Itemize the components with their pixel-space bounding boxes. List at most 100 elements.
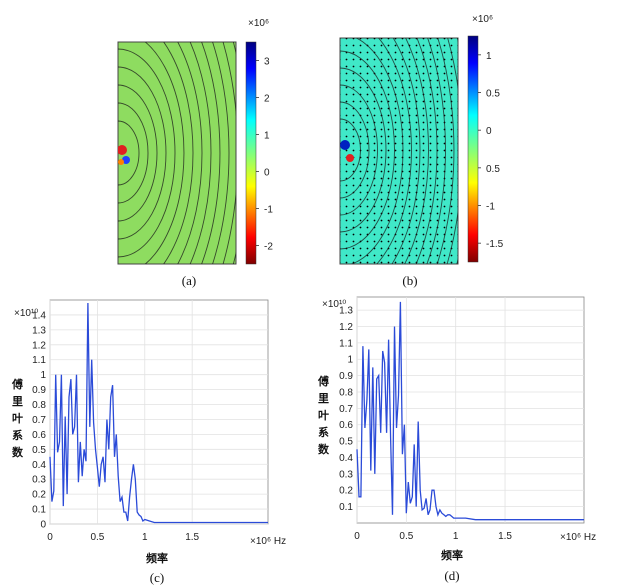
x-tick-label: 1.5 xyxy=(185,532,199,543)
contour-line xyxy=(404,38,429,264)
colorbar-tick-label: 0 xyxy=(264,168,270,179)
contour-line xyxy=(415,38,438,264)
caption-b: (b) xyxy=(402,273,417,288)
colorbar-tick-label: 0 xyxy=(486,126,492,137)
contour-line xyxy=(340,118,361,182)
y-axis-label: 傅里叶系数 xyxy=(11,377,24,459)
colorbar-tick-label: 2 xyxy=(264,94,270,105)
colorbar-tick-label: 1 xyxy=(486,51,492,62)
y-tick-label: 0.8 xyxy=(32,400,46,411)
y-tick-label: 1 xyxy=(40,370,46,381)
colorbar-ticks: 3 2 1 0 -1 -2 xyxy=(256,57,273,253)
colorbar xyxy=(467,35,479,263)
panel-b: ×10⁶ 1 0.5 0 0.5 -1 -1.5 (b) xyxy=(339,14,504,288)
contour-line xyxy=(163,42,194,264)
x-axis-label: 频率 xyxy=(146,551,168,565)
wave-source xyxy=(118,145,130,165)
colorbar-ticks: 1 0.5 0 0.5 -1 -1.5 xyxy=(478,51,504,250)
contour-line xyxy=(118,84,158,222)
contour-lines xyxy=(340,38,458,264)
tick-labels: 0 0.5 1 1.5 0.1 0.2 0.3 0.4 0.5 0.6 0.7 0.8 0.9 1 1.1 1… xyxy=(339,306,512,542)
y-tick-label: 0.6 xyxy=(339,420,353,431)
y-tick-label: 1.1 xyxy=(339,338,353,349)
colorbar-tick-label: 1 xyxy=(264,131,270,142)
x-multiplier: ×10⁶ Hz xyxy=(560,532,596,543)
colorbar-tick-label: -2 xyxy=(264,242,273,253)
contour-line xyxy=(340,84,378,216)
mesh-dots xyxy=(340,38,458,264)
contour-line xyxy=(350,38,404,264)
x-axis-label: 频率 xyxy=(441,548,463,562)
contour-line xyxy=(212,42,230,264)
y-tick-label: 1.2 xyxy=(339,322,353,333)
contour-line xyxy=(118,66,167,240)
x-tick-label: 0 xyxy=(354,531,360,542)
contour-line xyxy=(144,42,185,264)
y-tick-label: 0.3 xyxy=(32,475,46,486)
contour-line xyxy=(201,42,221,264)
y-multiplier: ×10¹⁰ xyxy=(14,308,38,319)
colorbar-multiplier: ×10⁶ xyxy=(472,14,493,25)
y-tick-label: 0.1 xyxy=(339,502,353,513)
x-tick-label: 0 xyxy=(47,532,53,543)
plot-area xyxy=(49,299,269,525)
colorbar-tick-label: 0.5 xyxy=(486,164,500,175)
colorbar-tick-label: -1.5 xyxy=(486,239,504,250)
colorbar-multiplier: ×10⁶ xyxy=(248,18,269,29)
contour-line xyxy=(340,50,395,250)
y-tick-label: 0.4 xyxy=(32,460,46,471)
y-tick-label: 1.1 xyxy=(32,355,46,366)
plot-area xyxy=(356,296,585,524)
contour-line xyxy=(177,42,203,264)
y-tick-label: 0 xyxy=(40,520,46,531)
colorbar-tick-label: -1 xyxy=(486,202,495,213)
y-tick-label: 0.5 xyxy=(32,445,46,456)
caption-a: (a) xyxy=(182,273,196,288)
contour-line xyxy=(340,101,370,199)
colorbar-tick-label: -1 xyxy=(264,205,273,216)
contour-line xyxy=(340,67,387,233)
y-tick-label: 0.1 xyxy=(32,505,46,516)
y-tick-label: 0.9 xyxy=(339,371,353,382)
y-tick-label: 0.3 xyxy=(339,469,353,480)
panel-c: 0 0.5 1 1.5 0 0.1 0.2 0.3 0.4 0.5 0.6 0.7 0.8 0.9 1 1.1… xyxy=(11,299,286,585)
colorbar xyxy=(245,41,257,265)
y-tick-label: 1.3 xyxy=(32,325,46,336)
contour-line xyxy=(436,38,455,264)
caption-c: (c) xyxy=(150,570,164,585)
y-tick-label: 1.4 xyxy=(32,310,46,321)
x-tick-label: 1.5 xyxy=(498,531,512,542)
wave-source xyxy=(340,140,354,162)
y-tick-label: 1.2 xyxy=(32,340,46,351)
colorbar-tick-label: 0.5 xyxy=(486,89,500,100)
x-multiplier: ×10⁶ Hz xyxy=(250,536,286,547)
y-tick-label: 1 xyxy=(347,355,353,366)
series-line xyxy=(49,302,268,524)
contour-line xyxy=(118,120,140,186)
contour-lines xyxy=(118,42,236,264)
tick-labels: 0 0.5 1 1.5 0 0.1 0.2 0.3 0.4 0.5 0.6 0.7 0.8 0.9 1 1.1… xyxy=(32,310,199,543)
y-tick-label: 1.3 xyxy=(339,306,353,317)
x-tick-label: 0.5 xyxy=(399,531,413,542)
y-tick-label: 0.7 xyxy=(32,415,46,426)
panel-a: ×10⁶ 3 2 1 0 -1 -2 (a) xyxy=(117,18,273,288)
y-tick-label: 0.2 xyxy=(339,486,353,497)
panel-d: 0 0.5 1 1.5 0.1 0.2 0.3 0.4 0.5 0.6 0.7 0.8 0.9 1 1.1 1… xyxy=(317,296,596,583)
y-tick-label: 0.9 xyxy=(32,385,46,396)
y-tick-label: 0.4 xyxy=(339,453,353,464)
x-tick-label: 1 xyxy=(453,531,459,542)
contour-line xyxy=(118,48,176,258)
y-tick-label: 0.2 xyxy=(32,490,46,501)
contour-line xyxy=(189,42,212,264)
y-tick-label: 0.5 xyxy=(339,437,353,448)
y-tick-label: 0.6 xyxy=(32,430,46,441)
contour-line xyxy=(118,102,149,204)
x-tick-label: 0.5 xyxy=(90,532,104,543)
y-tick-label: 0.8 xyxy=(339,387,353,398)
y-multiplier: ×10¹⁰ xyxy=(322,299,346,310)
contour-line xyxy=(426,38,446,264)
x-tick-label: 1 xyxy=(142,532,148,543)
contour-line xyxy=(376,38,412,264)
colorbar-tick-label: 3 xyxy=(264,57,270,68)
